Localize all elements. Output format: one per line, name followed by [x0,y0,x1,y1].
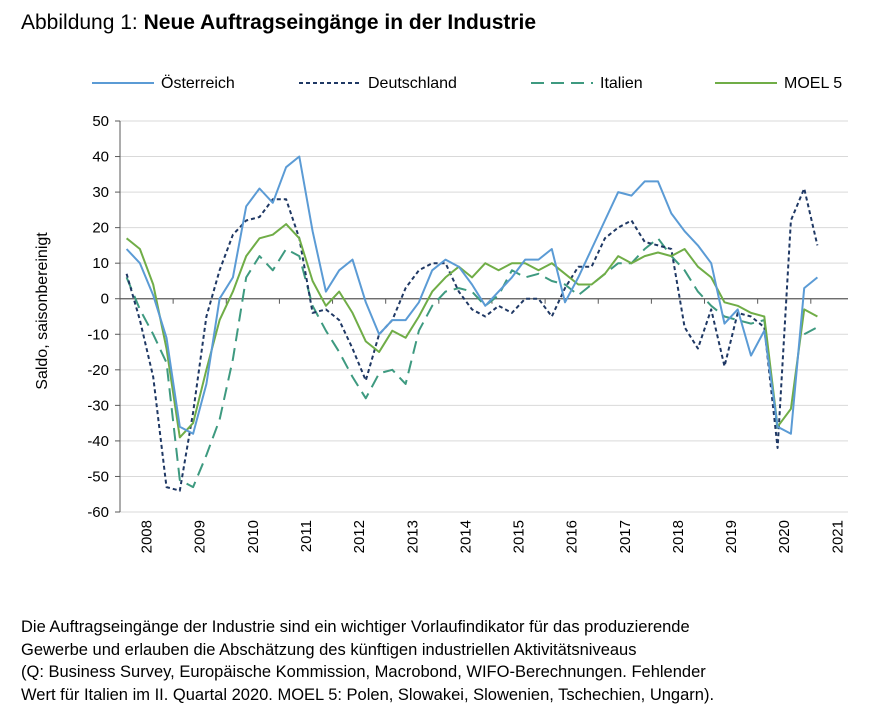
y-tick-label: -20 [87,362,109,379]
x-tick-label: 2010 [245,520,262,553]
series-line-3 [125,237,818,489]
x-tick-label: 2017 [617,520,634,553]
series-line-4 [125,223,818,439]
x-tick-label: 2013 [404,520,421,553]
zero-axis [119,298,848,304]
x-tick-label: 2015 [511,520,528,553]
y-tick-label: 30 [92,184,109,201]
x-axis: 2008 2009 2010 2011 2012 2013 2014 2015 2016 2017… [139,520,847,553]
x-tick-label: 2009 [192,520,209,553]
caption-line-1: Die Auftragseingänge der Industrie sind … [21,618,690,636]
y-tick-label: 10 [92,255,109,272]
x-tick-label: 2012 [351,520,368,553]
figure-title-prefix: Abbildung 1: [21,11,138,34]
y-tick-label: 40 [92,149,109,166]
x-tick-label: 2021 [829,520,846,553]
x-tick-label: 2016 [564,520,581,553]
x-tick-label: 2008 [139,520,156,553]
figure-title: Abbildung 1: Neue Auftragseingänge in de… [21,11,536,35]
series-line-1 [125,155,819,435]
y-tick-label: -30 [87,397,109,414]
y-axis-label: Saldo, saisonbereinigt [34,232,51,390]
figure-caption: Die Auftragseingänge der Industrie sind … [21,616,881,706]
caption-line-2: Gewerbe und erlauben die Abschätzung des… [21,640,637,659]
series-line-2 [125,187,819,492]
caption-line-4: Wert für Italien im II. Quartal 2020. MO… [21,685,715,704]
y-tick-label: -40 [87,433,109,450]
y-axis: 50 40 30 20 10 0 -10 -20 -30 -40 -50 -60 [87,113,121,521]
figure-title-bold: Neue Auftragseingänge in der Industrie [143,11,537,34]
x-tick-label: 2018 [670,520,687,553]
x-tick-label: 2014 [457,520,474,553]
y-tick-label: 50 [92,113,109,130]
y-tick-label: -10 [87,326,109,343]
x-tick-label: 2020 [776,520,793,553]
series-lines [125,155,819,492]
x-tick-label: 2011 [298,520,315,552]
y-tick-label: 20 [92,220,109,237]
y-tick-label: -60 [87,504,109,521]
x-tick-label: 2019 [723,520,740,553]
legend-label-2: Deutschland [368,75,457,92]
y-tick-label: 0 [101,291,109,308]
legend-label-3: Italien [600,75,643,92]
legend: Österreich Deutschland Italien MOEL 5 [92,74,842,92]
y-tick-label: -50 [87,468,109,485]
legend-label-4: MOEL 5 [784,75,842,92]
caption-line-3: (Q: Business Survey, Europäische Kommiss… [21,663,706,681]
legend-label-1: Österreich [161,74,235,92]
